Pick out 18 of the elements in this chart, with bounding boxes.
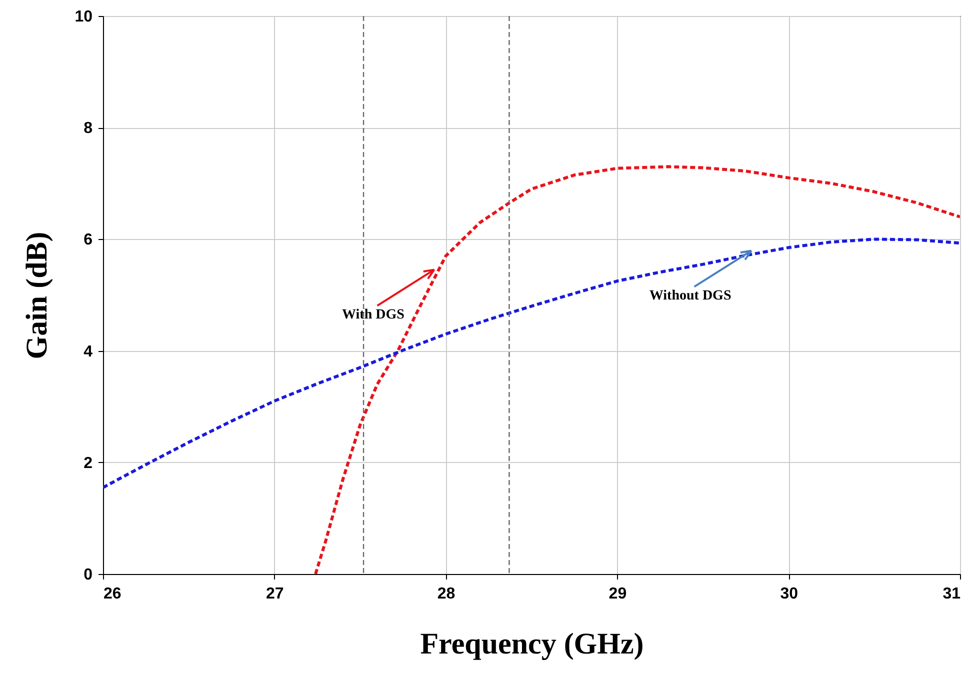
x-tick-label: 30 bbox=[780, 586, 798, 602]
y-tick-label: 10 bbox=[74, 8, 93, 26]
line-series bbox=[103, 238, 960, 490]
x-tick-label: 29 bbox=[608, 586, 627, 602]
y-axis-title: Gain (dB) bbox=[20, 232, 54, 360]
x-axis-title: Frequency (GHz) bbox=[420, 628, 644, 660]
y-tick-label: 2 bbox=[84, 454, 93, 472]
y-tick-label: 6 bbox=[84, 232, 93, 249]
annotation: With DGS bbox=[342, 308, 405, 323]
x-tick-label: 28 bbox=[437, 586, 456, 602]
y-tick-label: 4 bbox=[84, 343, 93, 360]
y-tick-label: 8 bbox=[84, 120, 93, 138]
line-series bbox=[314, 165, 960, 574]
y-tick-label: 0 bbox=[84, 566, 93, 584]
annotation: Without DGS bbox=[649, 288, 732, 304]
x-tick-label: 26 bbox=[104, 586, 122, 602]
x-tick-label: 27 bbox=[266, 586, 284, 602]
x-tick-label: 31 bbox=[942, 586, 961, 602]
